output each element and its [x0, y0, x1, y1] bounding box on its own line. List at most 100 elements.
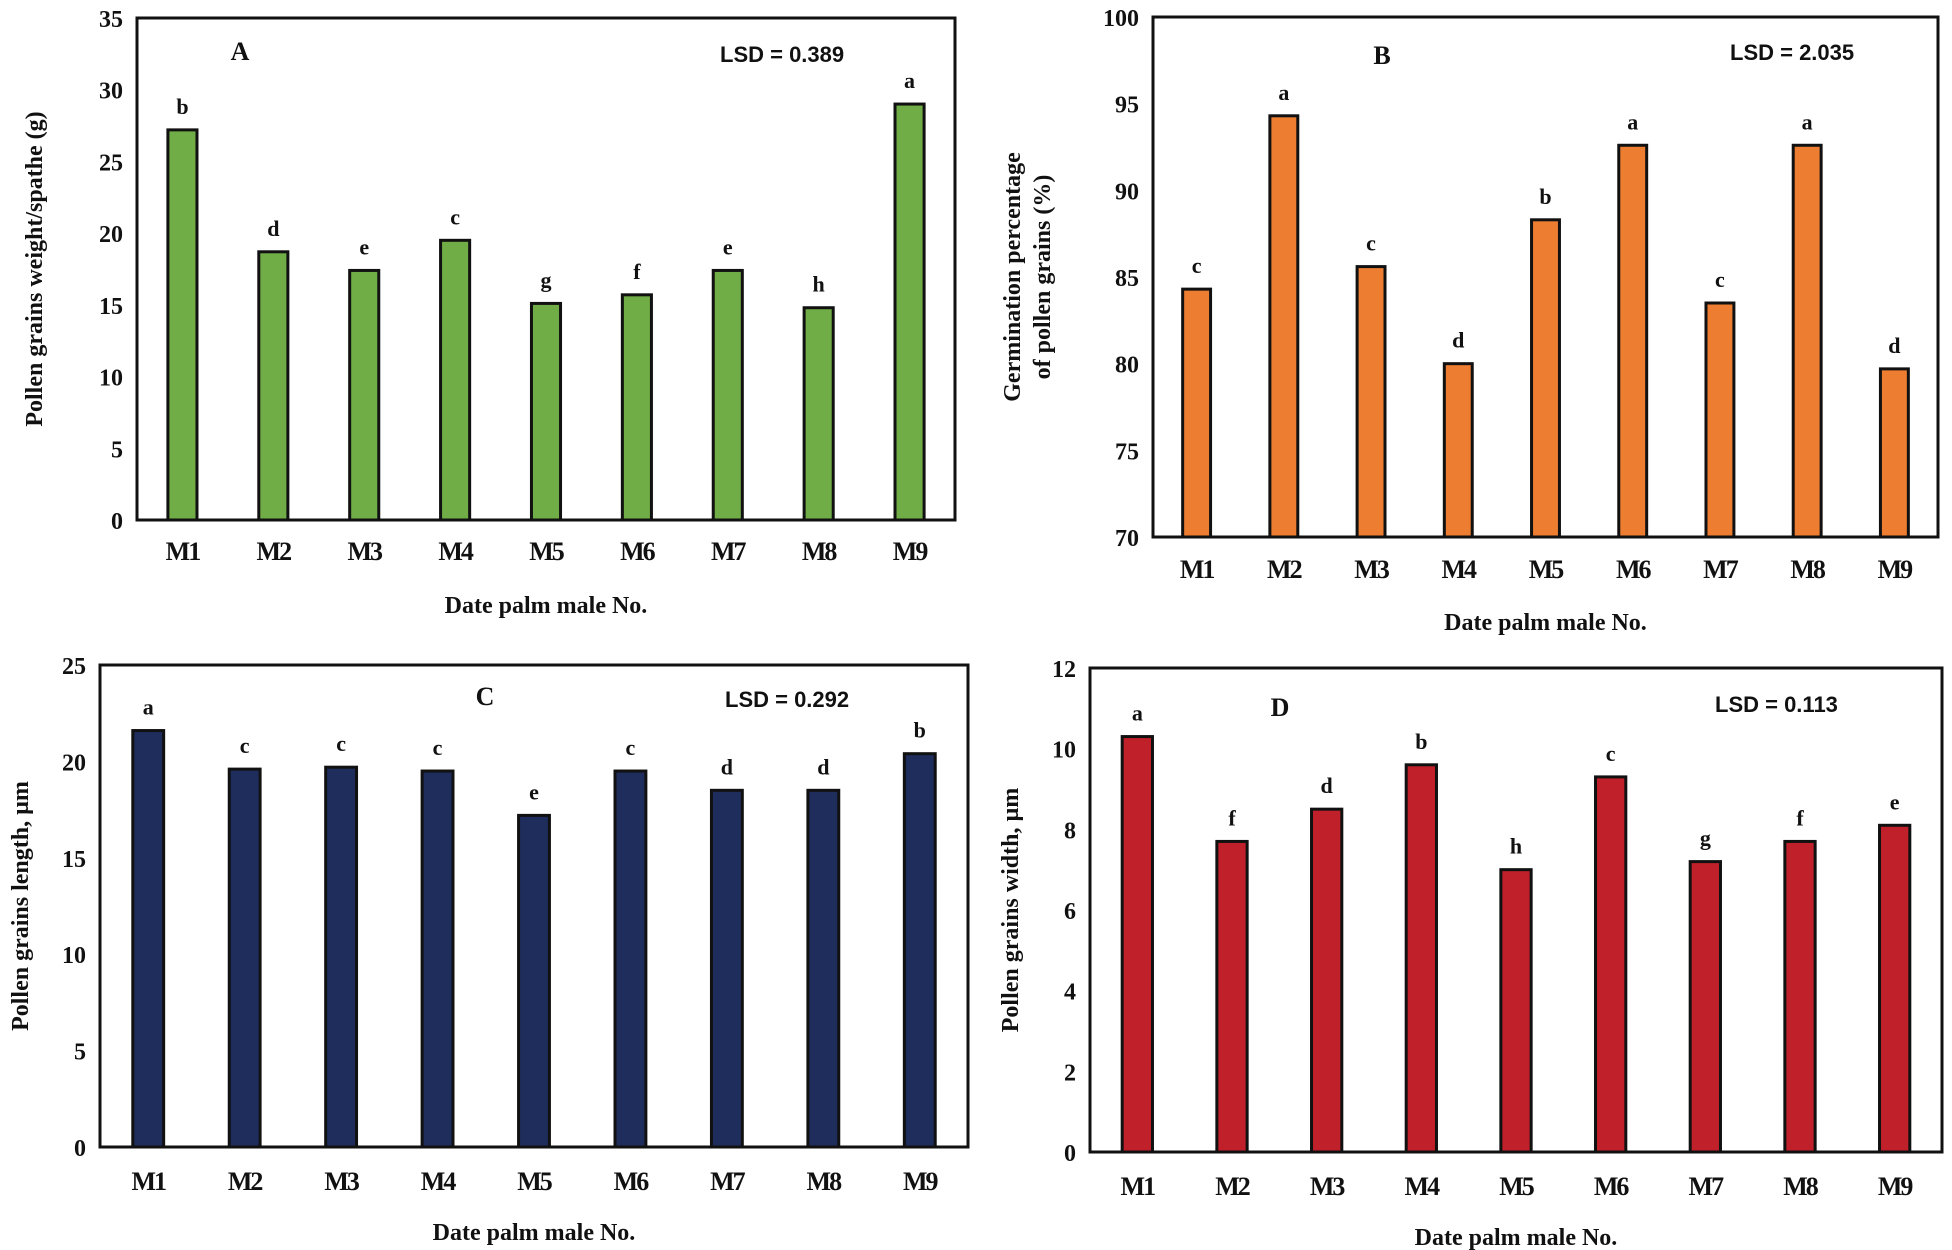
significance-letter: a: [143, 695, 154, 720]
bar-m4: [1442, 362, 1474, 539]
bar-m3: [324, 765, 359, 1149]
x-tick-label: M5: [1529, 555, 1565, 584]
chart-panel-d: 0 2 4 6 8 10 12 a M1 f M2 d M3 b M4 h M5 c M6 g M7 f M8 e M9 D LSD…: [990, 640, 1952, 1250]
x-tick-label: M4: [1405, 1172, 1441, 1201]
significance-letter: c: [626, 735, 636, 760]
x-tick-label: M4: [421, 1167, 457, 1196]
y-axis-title: Pollen grains width, µm: [998, 788, 1024, 1033]
x-tick-label: M2: [1267, 555, 1302, 584]
x-tick-label: M7: [1689, 1172, 1725, 1201]
significance-letter: c: [1715, 267, 1725, 292]
x-tick-label: M2: [1215, 1172, 1250, 1201]
x-tick-label: M7: [710, 1167, 746, 1196]
x-tick-label: M9: [1878, 1172, 1914, 1201]
significance-letter: f: [1796, 805, 1804, 830]
x-tick-label: M9: [1878, 555, 1914, 584]
bar-m6: [1594, 775, 1628, 1154]
chart-d-svg: 0 2 4 6 8 10 12 a M1 f M2 d M3 b M4 h M5 c M6 g M7 f M8 e M9 D LSD…: [998, 657, 1944, 1250]
x-axis-title: Date palm male No.: [433, 1220, 636, 1246]
significance-letter: c: [433, 735, 443, 760]
x-tick-label: M1: [1121, 1172, 1156, 1201]
significance-letter: e: [1890, 789, 1900, 814]
x-tick-label: M5: [517, 1167, 553, 1196]
significance-letter: f: [633, 259, 641, 284]
x-tick-label: M7: [1703, 555, 1739, 584]
bar-m2: [227, 767, 262, 1149]
significance-letter: a: [1802, 109, 1813, 134]
significance-letter: e: [723, 234, 733, 259]
significance-letter: a: [1627, 109, 1638, 134]
x-axis-title: Date palm male No.: [445, 593, 648, 619]
bar-m9: [1878, 823, 1912, 1154]
bar-m5: [1499, 868, 1533, 1154]
y-axis-title: Pollen grains weight/spathe (g): [22, 111, 48, 426]
lsd-annotation: LSD = 0.389: [720, 42, 844, 67]
x-tick-label: M8: [1790, 555, 1826, 584]
significance-letter: c: [1366, 231, 1376, 256]
y-tick-label: 25: [99, 150, 123, 176]
bar-m8: [802, 306, 835, 522]
x-tick-label: M3: [347, 537, 383, 566]
significance-letter: h: [813, 272, 825, 297]
significance-letter: d: [1321, 773, 1333, 798]
y-axis-title: Germination percentage: [1000, 152, 1026, 402]
bar-m4: [439, 238, 472, 522]
bar-m1: [1181, 287, 1213, 539]
bar-m3: [1355, 265, 1387, 539]
bar-m5: [529, 301, 563, 522]
x-tick-label: M3: [1354, 555, 1390, 584]
significance-letter: d: [267, 216, 279, 241]
bar-m9: [893, 102, 926, 522]
x-tick-label: M3: [1310, 1172, 1346, 1201]
y-tick-label: 100: [1103, 6, 1139, 32]
significance-letter: c: [1192, 253, 1202, 278]
x-tick-label: M6: [614, 1167, 650, 1196]
bar-m4: [420, 769, 455, 1149]
bar-m6: [613, 769, 648, 1149]
bar-m9: [902, 752, 937, 1149]
significance-letter: d: [1888, 333, 1900, 358]
significance-letter: c: [336, 731, 346, 756]
x-tick-label: M8: [807, 1167, 843, 1196]
bar-m1: [1120, 735, 1154, 1154]
chart-panel-b: 70 75 80 85 90 95 100 c M1 a M2 c M3 d M4 b M5 a M6 c M7 a M8 d…: [990, 0, 1952, 636]
y-axis-title: Pollen grains length, µm: [8, 781, 34, 1031]
bar-m7: [709, 788, 744, 1149]
y-tick-label: 35: [99, 7, 123, 33]
y-tick-label: 30: [99, 79, 123, 105]
significance-letter: c: [240, 733, 250, 758]
y-tick-label: 0: [74, 1136, 86, 1162]
bar-m6: [620, 293, 653, 522]
chart-panel-c: 0 5 10 15 20 25 a M1 c M2 c M3 c M4 e M5 c M6 d M7 d M8 b M9 C LS…: [0, 635, 990, 1250]
bar-m8: [806, 788, 841, 1149]
significance-letter: h: [1510, 834, 1522, 859]
y-tick-label: 5: [111, 437, 123, 463]
x-tick-label: M8: [802, 537, 838, 566]
significance-letter: c: [1606, 741, 1616, 766]
x-tick-label: M1: [131, 1167, 166, 1196]
panel-letter: C: [476, 682, 495, 711]
lsd-annotation: LSD = 0.113: [1715, 692, 1838, 717]
chart-c-svg: 0 5 10 15 20 25 a M1 c M2 c M3 c M4 e M5 c M6 d M7 d M8 b M9 C LS…: [8, 654, 970, 1246]
y-tick-label: 75: [1115, 439, 1139, 465]
x-tick-label: M4: [1442, 555, 1478, 584]
x-tick-label: M2: [257, 537, 292, 566]
panel-letter: D: [1271, 693, 1290, 722]
y-tick-label: 2: [1064, 1060, 1076, 1086]
bar-m8: [1783, 839, 1817, 1154]
bar-m5: [1530, 218, 1561, 539]
bar-m1: [166, 128, 199, 522]
y-tick-label: 95: [1115, 93, 1139, 119]
significance-letter: d: [817, 754, 829, 779]
significance-letter: g: [1700, 826, 1711, 851]
x-tick-label: M1: [166, 537, 201, 566]
significance-letter: a: [904, 68, 915, 93]
significance-letter: g: [541, 267, 552, 292]
x-tick-label: M2: [228, 1167, 263, 1196]
significance-letter: b: [1539, 184, 1551, 209]
panel-letter: A: [231, 37, 250, 66]
y-tick-label: 85: [1115, 266, 1139, 292]
x-tick-label: M4: [438, 537, 474, 566]
chart-panel-a: 0 5 10 15 20 25 30 35 b M1 d M2 e M3 c M4 g M5 f M6 e M7 h M8 a M…: [0, 0, 980, 625]
lsd-annotation: LSD = 0.292: [725, 687, 849, 712]
